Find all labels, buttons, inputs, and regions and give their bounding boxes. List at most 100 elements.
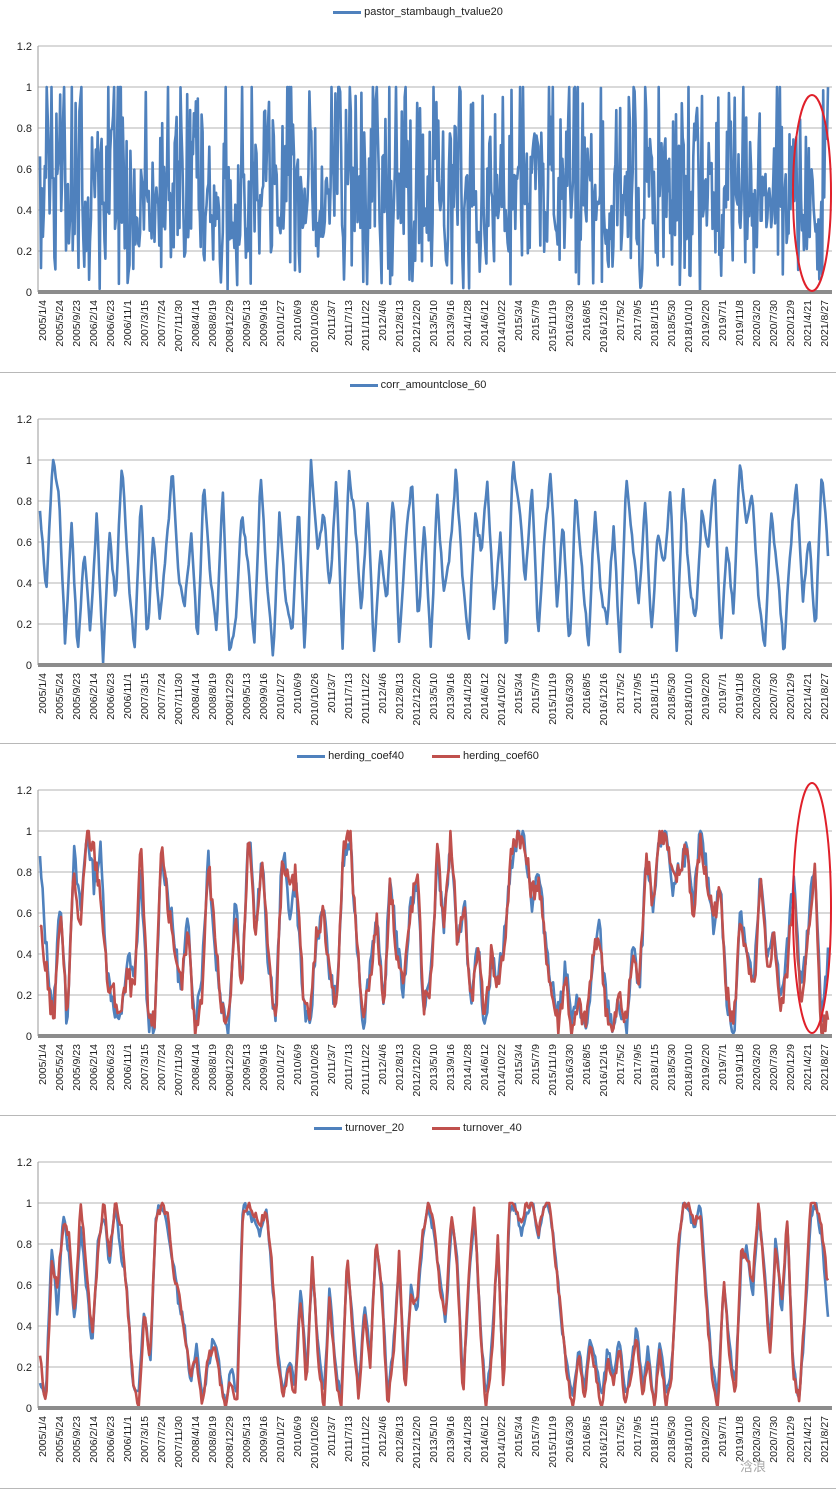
x-tick-label: 2017/5/2 bbox=[615, 1044, 627, 1085]
x-tick-label: 2019/11/8 bbox=[734, 1044, 746, 1090]
y-tick-label: 1.2 bbox=[17, 1157, 32, 1169]
x-tick-label: 2013/5/10 bbox=[428, 1416, 440, 1463]
x-tick-label: 2018/5/30 bbox=[666, 1416, 678, 1463]
x-tick-label: 2012/4/6 bbox=[377, 673, 389, 714]
x-tick-label: 2014/6/12 bbox=[479, 673, 491, 720]
x-tick-label: 2011/11/22 bbox=[360, 300, 372, 351]
x-tick-label: 2009/9/16 bbox=[258, 1416, 270, 1463]
series-line-2 bbox=[38, 1201, 830, 1410]
x-tick-label: 2020/7/30 bbox=[768, 673, 780, 720]
x-tick-label: 2017/9/5 bbox=[632, 673, 644, 714]
legend-entry: herding_coef40 bbox=[297, 750, 404, 762]
x-tick-label: 2016/8/5 bbox=[581, 1044, 593, 1085]
x-tick-label: 2012/12/20 bbox=[411, 673, 423, 726]
x-tick-label: 2015/11/19 bbox=[547, 673, 559, 725]
x-tick-label: 2020/3/20 bbox=[751, 1416, 763, 1463]
x-tick-label: 2008/8/19 bbox=[207, 1416, 219, 1463]
y-tick-label: 0 bbox=[26, 1403, 32, 1415]
x-tick-label: 2007/11/30 bbox=[173, 1044, 185, 1096]
x-tick-label: 2014/1/28 bbox=[462, 673, 474, 720]
x-tick-label: 2020/12/9 bbox=[785, 300, 797, 347]
x-tick-label: 2016/12/16 bbox=[598, 1044, 610, 1097]
x-tick-label: 2011/7/13 bbox=[343, 1044, 355, 1090]
x-tick-label: 2009/9/16 bbox=[258, 1044, 270, 1091]
x-tick-label: 2012/8/13 bbox=[394, 1044, 406, 1091]
y-tick-label: 1.2 bbox=[17, 785, 32, 797]
y-tick-label: 0.2 bbox=[17, 1362, 32, 1374]
chart-svg: 0 0.2 0.4 0.6 0.8 1 1.2 2005/1/4 2005/5/24 2005/9… bbox=[17, 41, 832, 353]
x-tick-label: 2012/12/20 bbox=[411, 1044, 423, 1097]
legend-swatch bbox=[297, 754, 326, 758]
x-tick-label: 2015/3/4 bbox=[513, 1044, 525, 1085]
x-tick-label: 2021/8/27 bbox=[819, 673, 831, 720]
x-tick-label: 2011/7/13 bbox=[343, 673, 355, 719]
x-tick-label: 2014/6/12 bbox=[479, 1416, 491, 1463]
x-tick-label: 2013/9/16 bbox=[445, 1044, 457, 1091]
x-tick-label: 2007/11/30 bbox=[173, 1416, 185, 1468]
x-tick-label: 2005/5/24 bbox=[54, 1044, 66, 1091]
x-tick-label: 2005/9/23 bbox=[71, 1416, 83, 1463]
x-tick-label: 2021/8/27 bbox=[819, 1416, 831, 1463]
x-tick-label: 2018/10/10 bbox=[683, 1416, 695, 1469]
x-tick-label: 2019/11/8 bbox=[734, 673, 746, 719]
x-tick-label: 2008/12/29 bbox=[224, 1416, 236, 1469]
legend-swatch bbox=[432, 1126, 460, 1130]
x-tick-label: 2012/4/6 bbox=[377, 1044, 389, 1085]
x-tick-label: 2011/7/13 bbox=[343, 300, 355, 346]
x-tick-label: 2015/3/4 bbox=[513, 1416, 525, 1457]
x-tick-label: 2020/3/20 bbox=[751, 300, 763, 347]
x-tick-label: 2006/11/1 bbox=[122, 1416, 134, 1462]
x-tick-label: 2017/5/2 bbox=[615, 1416, 627, 1457]
x-tick-label: 2021/4/21 bbox=[802, 1416, 814, 1463]
x-tick-label: 2005/1/4 bbox=[37, 673, 49, 714]
legend-label: herding_coef60 bbox=[463, 750, 539, 762]
legend-label: corr_amountclose_60 bbox=[380, 379, 487, 391]
x-tick-label: 2012/4/6 bbox=[377, 300, 389, 341]
x-tick-label: 2011/11/22 bbox=[360, 1416, 372, 1467]
x-tick-label: 2015/7/9 bbox=[530, 1044, 542, 1085]
y-tick-label: 0.2 bbox=[17, 246, 32, 258]
x-tick-label: 2020/7/30 bbox=[768, 1044, 780, 1091]
x-tick-label: 2018/10/10 bbox=[683, 1044, 695, 1097]
x-tick-label: 2019/2/20 bbox=[700, 673, 712, 720]
x-tick-label: 2008/4/14 bbox=[190, 673, 202, 720]
x-tick-label: 2014/1/28 bbox=[462, 1416, 474, 1463]
x-tick-label: 2010/6/9 bbox=[292, 1416, 304, 1457]
y-tick-label: 0.6 bbox=[17, 908, 32, 920]
y-tick-label: 0.2 bbox=[17, 990, 32, 1002]
x-tick-label: 2010/10/26 bbox=[309, 1416, 321, 1469]
x-tick-label: 2005/9/23 bbox=[71, 673, 83, 720]
x-tick-label: 2015/11/19 bbox=[547, 1416, 559, 1468]
legend-label: herding_coef40 bbox=[328, 750, 404, 762]
x-tick-label: 2005/9/23 bbox=[71, 1044, 83, 1091]
x-tick-label: 2011/7/13 bbox=[343, 1416, 355, 1462]
x-tick-label: 2018/1/15 bbox=[649, 673, 661, 720]
x-tick-label: 2014/10/22 bbox=[496, 1044, 508, 1097]
x-tick-label: 2020/3/20 bbox=[751, 673, 763, 720]
chart-svg: 0 0.2 0.4 0.6 0.8 1 1.2 2005/1/4 2005/5/24 2005/9… bbox=[17, 1157, 832, 1469]
x-tick-label: 2010/10/26 bbox=[309, 1044, 321, 1097]
x-tick-label: 2020/7/30 bbox=[768, 1416, 780, 1463]
highlight-ellipse bbox=[792, 782, 832, 1034]
x-tick-label: 2018/5/30 bbox=[666, 300, 678, 347]
y-tick-label: 0.2 bbox=[17, 619, 32, 631]
x-tick-label: 2006/6/23 bbox=[105, 1416, 117, 1463]
y-tick-label: 1 bbox=[26, 82, 32, 94]
x-tick-label: 2010/1/27 bbox=[275, 1044, 287, 1091]
legend-entry: turnover_40 bbox=[432, 1122, 522, 1134]
y-tick-label: 1.2 bbox=[17, 414, 32, 426]
x-tick-label: 2010/1/27 bbox=[275, 1416, 287, 1463]
x-tick-label: 2007/7/24 bbox=[156, 673, 168, 720]
x-tick-label: 2007/11/30 bbox=[173, 673, 185, 725]
x-tick-label: 2016/3/30 bbox=[564, 1416, 576, 1463]
x-tick-label: 2010/6/9 bbox=[292, 1044, 304, 1085]
chart-svg: 0 0.2 0.4 0.6 0.8 1 1.2 2005/1/4 2005/5/24 2005/9… bbox=[17, 782, 832, 1097]
x-tick-label: 2016/12/16 bbox=[598, 673, 610, 726]
y-tick-label: 1 bbox=[26, 826, 32, 838]
x-tick-label: 2009/5/13 bbox=[241, 1416, 253, 1463]
legend-label: pastor_stambaugh_tvalue20 bbox=[364, 6, 503, 18]
legend-swatch bbox=[432, 754, 460, 758]
x-tick-label: 2010/1/27 bbox=[275, 300, 287, 347]
x-tick-label: 2006/6/23 bbox=[105, 300, 117, 347]
x-tick-label: 2017/5/2 bbox=[615, 300, 627, 341]
